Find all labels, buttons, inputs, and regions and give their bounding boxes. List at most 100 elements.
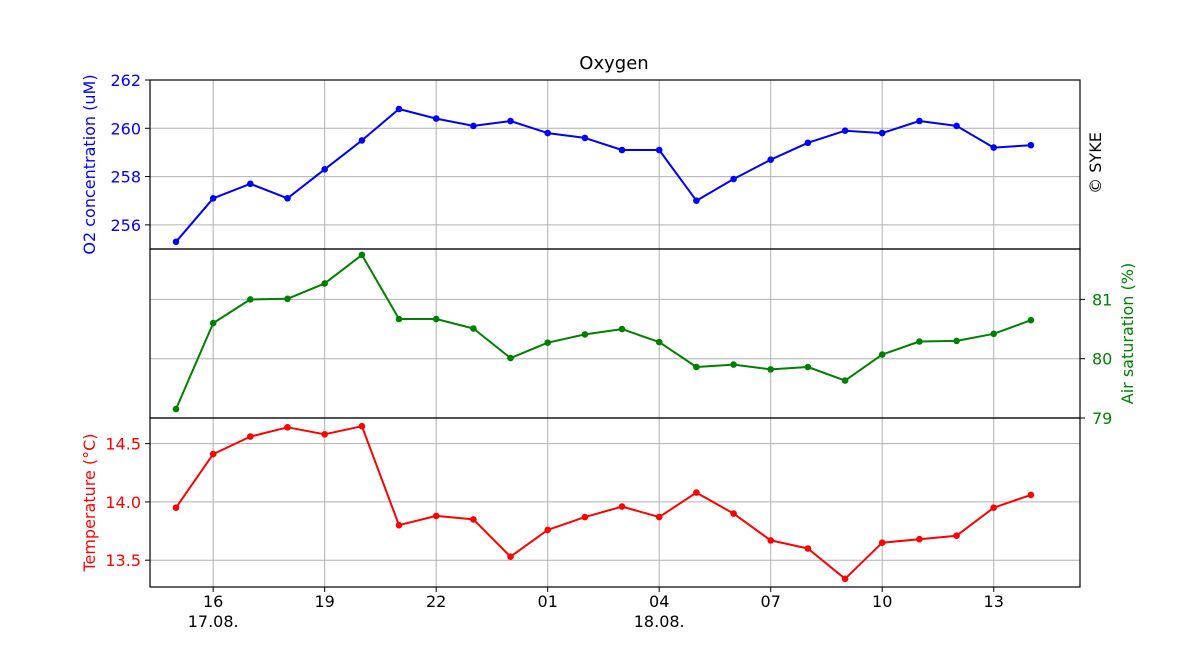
temperature-y-axis-label: Temperature (°C) xyxy=(80,433,99,572)
temperature-data-point xyxy=(358,422,366,430)
temperature-data-point xyxy=(247,433,254,440)
temperature-data-point xyxy=(693,489,700,496)
saturation-data-point xyxy=(358,251,366,259)
saturation-data-point xyxy=(432,315,440,323)
x-tick-label: 07 xyxy=(761,592,781,611)
temperature-data-point xyxy=(804,545,812,552)
oxygen-data-point xyxy=(841,127,849,134)
oxygen-data-point xyxy=(916,117,923,125)
oxygen-data-point xyxy=(618,146,626,154)
oxygen-data-point xyxy=(655,146,663,154)
temperature-data-point xyxy=(544,526,551,534)
temperature-data-point xyxy=(953,532,960,539)
saturation-data-point xyxy=(321,280,329,287)
saturation-data-point xyxy=(507,354,514,362)
saturation-data-point xyxy=(953,337,960,345)
label-layer: O2 concentration (uM) Air saturation (%) T… xyxy=(80,74,1137,572)
oxygen-data-point xyxy=(321,166,329,173)
temperature-data-point xyxy=(767,537,774,544)
x-tick-label: 16 xyxy=(203,592,223,611)
oxygen-y-tick-label: 256 xyxy=(110,216,141,235)
oxygen-data-point xyxy=(581,134,589,142)
oxygen-data-point xyxy=(878,129,886,137)
oxygen-data-point xyxy=(693,197,700,204)
saturation-data-point xyxy=(581,331,589,338)
oxygen-data-point xyxy=(767,156,774,163)
temperature-data-point xyxy=(990,504,997,512)
oxygen-y-axis-label: O2 concentration (uM) xyxy=(80,74,99,254)
saturation-data-point xyxy=(470,325,477,332)
saturation-data-point xyxy=(693,363,700,371)
oxygen-data-point xyxy=(507,117,514,125)
saturation-data-point xyxy=(767,366,774,373)
temperature-data-point xyxy=(581,513,589,521)
oxygen-data-point xyxy=(990,144,997,151)
saturation-data-point xyxy=(990,330,997,338)
oxygen-data-point xyxy=(470,122,477,130)
temperature-data-point xyxy=(432,512,440,520)
saturation-data-point xyxy=(544,339,551,347)
saturation-y-tick-label: 80 xyxy=(1092,350,1112,369)
tick-layer: 256 258 260 262 79 80 81 13.5 14.0 14.5 16 19 22 01 04… xyxy=(105,71,1112,631)
frame-layer xyxy=(149,79,1081,588)
x-tick-label: 01 xyxy=(538,592,558,611)
x-date-label: 17.08. xyxy=(188,612,239,631)
saturation-data-point xyxy=(209,319,217,327)
saturation-data-point xyxy=(1027,316,1035,324)
oxygen-data-point xyxy=(730,175,737,183)
temperature-panel-frame xyxy=(149,417,1081,588)
saturation-data-point xyxy=(730,361,737,368)
temperature-data-point xyxy=(916,535,923,543)
oxygen-data-point xyxy=(395,105,403,113)
temperature-data-point xyxy=(209,450,217,458)
oxygen-data-point xyxy=(953,122,960,130)
temperature-data-point xyxy=(470,516,477,523)
temperature-y-tick-label: 14.0 xyxy=(105,493,141,512)
oxygen-data-point xyxy=(172,238,180,246)
x-date-label: 18.08. xyxy=(634,612,685,631)
temperature-series-line xyxy=(175,425,1032,580)
saturation-data-point xyxy=(878,351,886,358)
saturation-data-point xyxy=(916,338,923,345)
series-layer xyxy=(172,105,1035,583)
temperature-data-point xyxy=(507,553,514,560)
oxygen-y-tick-label: 262 xyxy=(110,71,141,90)
saturation-data-point xyxy=(618,325,626,333)
oxygen-y-tick-label: 260 xyxy=(110,119,141,138)
saturation-y-tick-label: 81 xyxy=(1092,290,1112,309)
temperature-y-tick-label: 13.5 xyxy=(105,551,141,570)
temperature-y-tick-label: 14.5 xyxy=(105,435,141,454)
temperature-data-point xyxy=(618,503,626,510)
oxygen-data-point xyxy=(804,139,812,147)
x-tick-label: 19 xyxy=(315,592,335,611)
temperature-data-point xyxy=(321,431,329,438)
temperature-data-point xyxy=(730,510,737,517)
saturation-data-point xyxy=(247,296,254,303)
oxygen-series-line xyxy=(175,108,1031,243)
x-tick-label: 10 xyxy=(872,592,892,611)
temperature-data-point xyxy=(655,513,663,521)
saturation-data-point xyxy=(804,363,812,371)
oxygen-data-point xyxy=(432,115,440,122)
saturation-y-axis-label: Air saturation (%) xyxy=(1118,263,1137,404)
copyright-label: © SYKE xyxy=(1086,132,1105,194)
saturation-series-line xyxy=(175,253,1032,410)
x-tick-label: 04 xyxy=(649,592,669,611)
chart-title: Oxygen xyxy=(579,53,648,74)
temperature-data-point xyxy=(284,424,291,431)
saturation-data-point xyxy=(284,295,291,303)
oxygen-data-point xyxy=(209,195,217,202)
saturation-data-point xyxy=(395,315,403,323)
saturation-data-point xyxy=(655,338,663,346)
saturation-data-point xyxy=(841,377,849,384)
oxygen-y-tick-label: 258 xyxy=(110,168,141,187)
oxygen-data-point xyxy=(358,137,366,144)
temperature-data-point xyxy=(172,504,180,512)
temperature-data-point xyxy=(395,521,403,529)
oxygen-data-point xyxy=(284,195,291,202)
temperature-data-point xyxy=(1027,491,1035,499)
x-tick-label: 13 xyxy=(984,592,1004,611)
saturation-y-tick-label: 79 xyxy=(1092,409,1112,428)
temperature-data-point xyxy=(878,539,886,546)
